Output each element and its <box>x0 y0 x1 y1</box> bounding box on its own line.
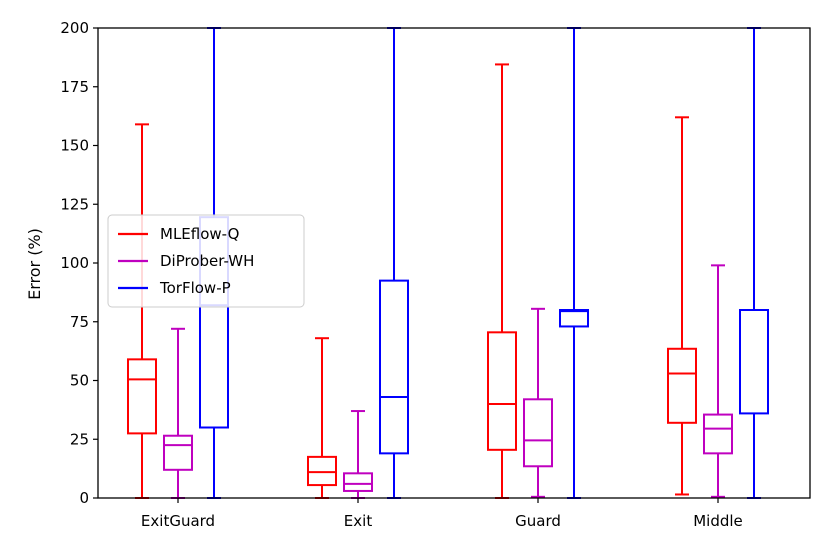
box-exitguard-diprober-wh <box>163 327 193 499</box>
x-tick-label-exit: Exit <box>344 512 373 530</box>
iqr-box <box>163 434 193 471</box>
iqr-box <box>127 358 157 435</box>
box-middle-mleflow-q <box>667 116 697 496</box>
plot-area <box>127 27 769 499</box>
y-tick-label: 50 <box>70 372 89 390</box>
y-tick-label: 25 <box>70 430 89 448</box>
iqr-box <box>487 331 517 451</box>
iqr-box <box>307 455 337 487</box>
iqr-box <box>667 347 697 424</box>
box-guard-mleflow-q <box>487 63 517 499</box>
legend-label-diprober-wh: DiProber-WH <box>160 252 254 270</box>
box-exit-mleflow-q <box>307 337 337 499</box>
iqr-box <box>703 413 733 455</box>
iqr-box <box>739 309 769 415</box>
x-tick-label-exitguard: ExitGuard <box>141 512 215 530</box>
y-tick-label: 0 <box>79 489 89 507</box>
box-middle-torflow-p <box>739 27 769 499</box>
legend-label-mleflow-q: MLEflow-Q <box>160 225 239 243</box>
iqr-box <box>523 398 553 468</box>
y-axis-label: Error (%) <box>25 228 44 300</box>
legend-box <box>107 214 305 308</box>
box-exit-torflow-p <box>379 27 409 499</box>
box-middle-diprober-wh <box>703 264 733 498</box>
legend: MLEflow-Q DiProber-WH TorFlow-P <box>107 214 305 308</box>
box-guard-diprober-wh <box>523 307 553 498</box>
y-tick-label: 200 <box>60 19 89 37</box>
legend-label-torflow-p: TorFlow-P <box>159 279 231 297</box>
y-tick-label: 125 <box>60 195 89 213</box>
iqr-box <box>379 279 409 455</box>
box-guard-torflow-p <box>559 27 589 499</box>
y-tick-label: 75 <box>70 313 89 331</box>
y-tick-label: 150 <box>60 137 89 155</box>
iqr-box <box>559 309 589 328</box>
box-exitguard-mleflow-q <box>127 123 157 499</box>
y-tick-label: 100 <box>60 254 89 272</box>
iqr-box <box>343 472 373 492</box>
y-tick-label: 175 <box>60 78 89 96</box>
x-tick-label-middle: Middle <box>693 512 743 530</box>
box-exit-diprober-wh <box>343 410 373 499</box>
x-tick-label-guard: Guard <box>515 512 561 530</box>
